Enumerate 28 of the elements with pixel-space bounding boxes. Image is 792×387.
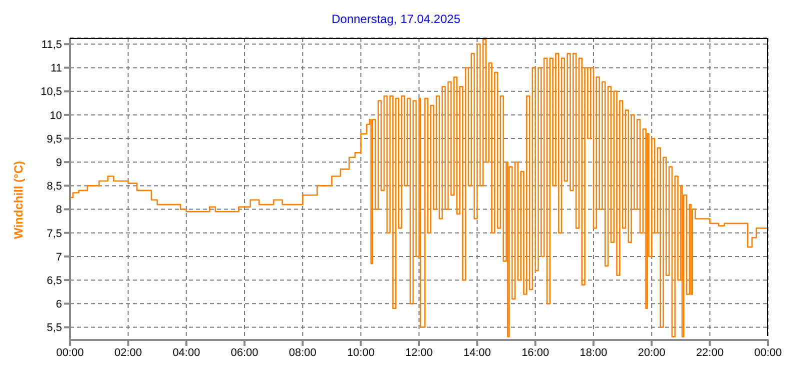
y-tick-label: 11 [50, 62, 62, 75]
x-tick-label: 22:00 [696, 346, 724, 359]
x-tick-label: 10:00 [347, 346, 375, 359]
y-tick-label: 11,5 [41, 39, 62, 52]
x-tick-label: 04:00 [172, 346, 200, 359]
x-tick-label: 16:00 [522, 346, 550, 359]
y-tick-label: 7 [56, 251, 62, 264]
y-tick-label: 8 [56, 204, 62, 216]
y-tick-label: 8,5 [46, 180, 62, 193]
x-tick-label: 18:00 [580, 346, 608, 359]
y-tick-label: 5,5 [46, 322, 62, 334]
y-tick-label: 9 [56, 157, 62, 170]
x-tick-label: 12:00 [405, 346, 433, 359]
x-tick-label: 02:00 [114, 346, 142, 359]
x-tick-label: 20:00 [638, 346, 666, 359]
x-tick-label: 00:00 [56, 346, 84, 359]
y-tick-label: 10 [50, 110, 62, 122]
x-tick-label: 00:00 [754, 346, 782, 359]
x-tick-label: 08:00 [288, 346, 316, 359]
y-tick-label: 9,5 [46, 133, 62, 146]
x-tick-label: 06:00 [230, 346, 258, 359]
y-tick-label: 10,5 [40, 86, 62, 98]
y-tick-label: 7,5 [46, 228, 62, 240]
y-tick-label: 6 [56, 298, 62, 311]
y-tick-label: 6,5 [46, 274, 62, 287]
y-axis-title: Windchill (°C) [11, 160, 26, 239]
chart-title: Donnerstag, 17.04.2025 [330, 12, 462, 26]
x-tick-label: 14:00 [463, 346, 491, 359]
